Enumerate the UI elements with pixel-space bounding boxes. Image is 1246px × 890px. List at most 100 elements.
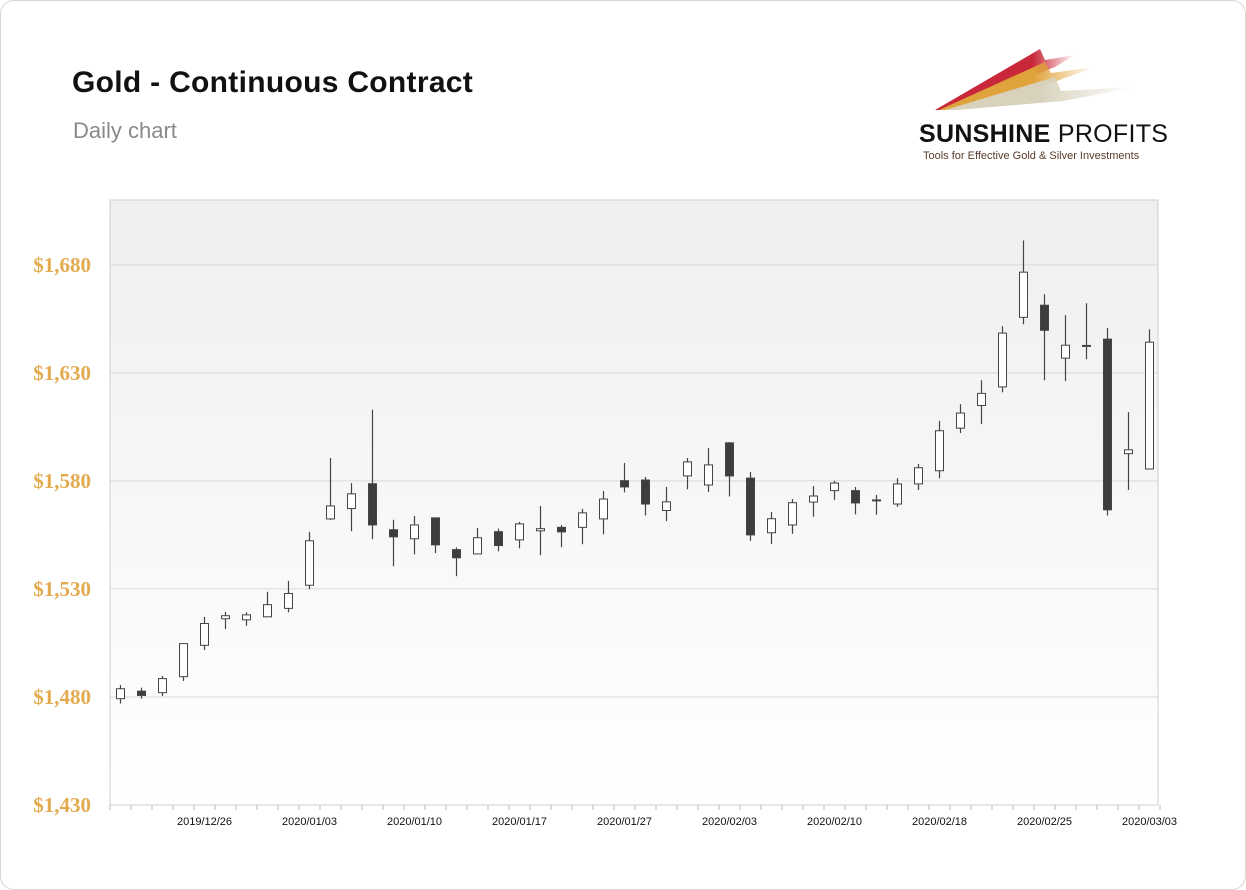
candle-body-down — [725, 442, 734, 477]
candle-body-down — [641, 479, 650, 505]
candle — [1019, 240, 1028, 325]
x-tick-label: 2020/02/03 — [702, 816, 757, 828]
candle-body-up — [536, 528, 545, 532]
candle — [977, 380, 986, 425]
y-tick-label: $1,580 — [33, 469, 91, 493]
x-tick-label: 2020/01/03 — [282, 816, 337, 828]
candle-body-up — [872, 499, 881, 502]
candle — [200, 616, 209, 651]
candle-body-up — [284, 592, 293, 609]
y-tick-label: $1,430 — [33, 793, 91, 817]
candle — [788, 499, 797, 534]
candle — [368, 409, 377, 540]
candle — [725, 442, 734, 497]
candle — [242, 612, 251, 626]
logo-swoosh-icon — [935, 49, 1135, 110]
candle-body-up — [662, 501, 671, 511]
candle-body-up — [809, 495, 818, 503]
candle — [1103, 328, 1112, 516]
candle — [1145, 329, 1154, 470]
candle-body-up — [515, 523, 524, 541]
candle-body-up — [1019, 271, 1028, 318]
candle — [326, 457, 335, 521]
candle — [431, 517, 440, 554]
candle — [515, 521, 524, 549]
candle — [221, 611, 230, 630]
candle — [683, 457, 692, 490]
candle — [641, 477, 650, 516]
candle-body-down — [368, 483, 377, 526]
candle — [179, 643, 188, 681]
candle — [620, 462, 629, 493]
candle-body-up — [473, 537, 482, 555]
candle — [746, 472, 755, 541]
candle-body-up — [977, 392, 986, 406]
candle — [389, 519, 398, 567]
candle-body-down — [137, 690, 146, 696]
candle — [536, 505, 545, 556]
candle-body-up — [242, 614, 251, 621]
candle — [914, 464, 923, 490]
y-tick-label: $1,680 — [33, 253, 91, 277]
candle — [137, 687, 146, 699]
candle — [1061, 315, 1070, 382]
candle — [494, 528, 503, 552]
candle — [830, 480, 839, 500]
candle-body-up — [1124, 449, 1133, 455]
candle — [662, 486, 671, 522]
candle — [956, 404, 965, 434]
x-tick-label: 2020/01/17 — [492, 816, 547, 828]
candle-body-up — [956, 412, 965, 429]
candle-body-down — [746, 477, 755, 536]
x-tick-label: 2019/12/26 — [177, 816, 232, 828]
candle — [158, 676, 167, 697]
candle-body-up — [158, 678, 167, 694]
x-tick-label: 2020/02/10 — [807, 816, 862, 828]
candle — [557, 524, 566, 548]
candle — [704, 448, 713, 492]
candle-body-up — [935, 430, 944, 472]
candle — [116, 685, 125, 704]
candle-body-up — [347, 493, 356, 510]
candle — [851, 486, 860, 515]
logo-name: SUNSHINE PROFITS — [919, 120, 1169, 148]
candle-body-up — [179, 643, 188, 678]
candle — [599, 491, 608, 535]
candle-body-up — [788, 502, 797, 526]
candle-body-up — [410, 524, 419, 540]
candle-body-up — [893, 483, 902, 505]
candle — [998, 326, 1007, 393]
candle-body-up — [998, 332, 1007, 388]
candle — [935, 420, 944, 479]
candle-body-up — [116, 688, 125, 700]
candle — [767, 512, 776, 544]
chart-subtitle: Daily chart — [73, 118, 177, 143]
candle-body-up — [704, 464, 713, 486]
candle-body-down — [452, 549, 461, 559]
candle — [872, 494, 881, 515]
candle-body-up — [914, 467, 923, 485]
candle-body-down — [1103, 338, 1112, 511]
candle — [893, 478, 902, 507]
candle — [410, 515, 419, 555]
candle-body-up — [1082, 344, 1091, 347]
candle-body-up — [263, 604, 272, 618]
candle-body-up — [200, 623, 209, 646]
candle — [1124, 412, 1133, 490]
candle — [452, 547, 461, 577]
x-tick-label: 2020/01/10 — [387, 816, 442, 828]
candle-body-up — [599, 498, 608, 520]
x-tick-label: 2020/03/03 — [1122, 816, 1177, 828]
candle — [473, 527, 482, 555]
y-tick-label: $1,530 — [33, 577, 91, 601]
candle-body-down — [494, 531, 503, 546]
candle-body-up — [767, 518, 776, 534]
candle — [1082, 303, 1091, 360]
y-tick-label: $1,630 — [33, 361, 91, 385]
chart-title: Gold - Continuous Contract — [72, 66, 474, 99]
candle-body-down — [557, 526, 566, 533]
candle-body-up — [326, 505, 335, 520]
sunshine-profits-logo: SUNSHINE PROFITS Tools for Effective Gol… — [905, 25, 1200, 183]
logo-tagline: Tools for Effective Gold & Silver Invest… — [923, 150, 1140, 162]
